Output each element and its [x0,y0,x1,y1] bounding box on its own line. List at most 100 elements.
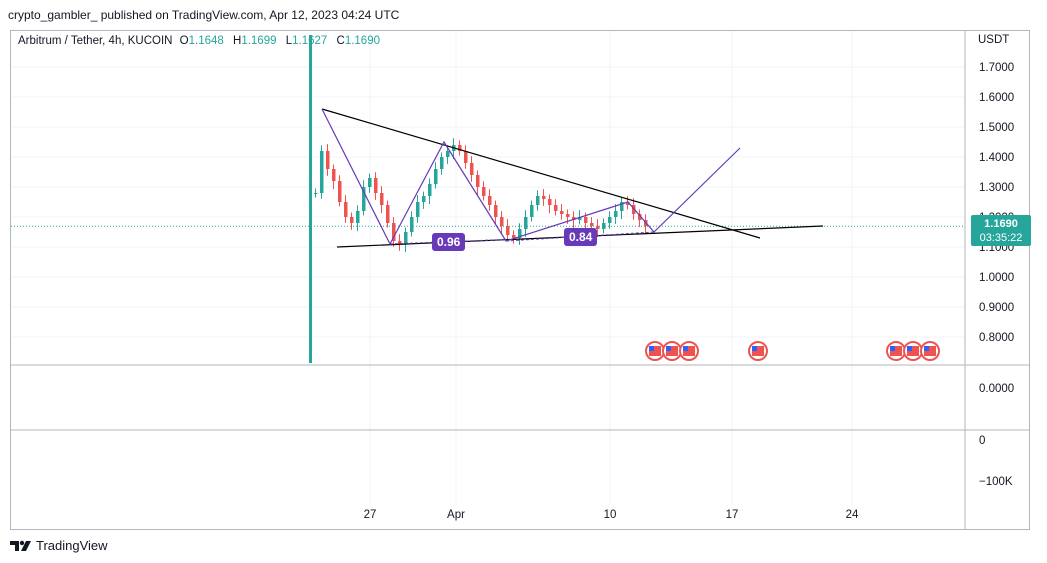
candle-body [332,169,336,181]
candle-body [476,175,480,187]
candle-body [584,217,588,223]
candle-body [356,211,360,223]
time-tick-label: 24 [846,509,859,521]
bar-countdown: 03:35:22 [979,232,1023,244]
price-tick-label: 0.8000 [979,332,1014,344]
candle-body [428,184,432,196]
ohlc-open: O1.1648 [179,35,224,47]
candle-body [350,217,354,223]
candle-body [620,202,624,211]
price-tick-label: 1.4000 [979,152,1014,164]
candle-body [320,151,324,193]
ohlc-high: H1.1699 [233,35,277,47]
candle-body [440,157,444,169]
candle-body [422,196,426,202]
candle-body [608,217,612,223]
candle-body [380,193,384,205]
us-flag-canton [890,346,895,351]
candle-body [368,178,372,187]
candle-body [626,202,630,205]
chart-frame [10,30,1030,530]
candle-body [494,205,498,217]
us-flag-canton [924,346,929,351]
candle-body [470,163,474,175]
indicator-tick-label: 0 [979,435,985,447]
upper-trendline [321,108,761,239]
candle-body [572,217,576,220]
indicator-tick-label: 0.0000 [979,383,1014,395]
candle-body [554,205,558,211]
candle-body [398,241,402,244]
time-tick-label: Apr [447,509,465,521]
symbol-title: Arbitrum / Tether, 4h, KUCOIN [18,35,173,47]
price-tick-label: 1.6000 [979,92,1014,104]
candle-body [500,217,504,226]
price-axis-currency: USDT [978,34,1010,46]
ohlc-close: C1.1690 [336,35,381,47]
footer-brand-label: TradingView [36,538,108,553]
candle-body [512,235,516,238]
candle-body [362,187,366,211]
candle-body [446,151,450,157]
us-flag-stripes [752,346,764,356]
candle-body [590,223,594,226]
pattern-path [321,108,741,246]
candle-body [404,232,408,244]
footer-brand[interactable]: TradingView [10,538,108,553]
candle-body [392,223,396,241]
candle-body [458,145,462,151]
candle-body [464,151,468,163]
candle-body [482,187,486,196]
time-tick-label: 10 [604,509,617,521]
ohlc-low: L1.1627 [285,35,328,47]
candle-body [614,211,618,217]
candle-body [530,205,534,217]
price-tick-label: 1.0000 [979,272,1014,284]
symbol-legend: Arbitrum / Tether, 4h, KUCOIN O1.1648 H1… [18,35,386,47]
candle-body [524,217,528,229]
us-flag-canton [683,346,688,351]
price-tick-label: 1.5000 [979,122,1014,134]
candle-body [434,169,438,184]
candle-body [638,214,642,220]
candle-body [374,178,378,193]
us-flag-canton [752,346,757,351]
tradingview-logo-icon [10,540,31,551]
candle-body [560,211,564,214]
callout-ratio-a[interactable]: 0.96 [432,233,466,251]
us-flag-stripes [924,346,936,356]
indicator-tick-label: −100K [979,476,1013,488]
callout-ratio-b[interactable]: 0.84 [564,228,598,246]
us-flag-stripes [649,346,661,356]
candle-body [566,214,570,217]
listing-spike-candle [309,35,312,363]
candle-body [602,223,606,229]
candle-body [488,196,492,205]
last-price-value: 1.1690 [984,218,1018,230]
price-tick-label: 1.3000 [979,182,1014,194]
candle-body [314,193,318,194]
us-flag-stripes [683,346,695,356]
time-tick-label: 27 [364,509,377,521]
candle-body [596,226,600,229]
price-tick-label: 0.9000 [979,302,1014,314]
candle-body [338,181,342,202]
candle-body [536,196,540,205]
candle-body [548,199,552,205]
us-flag-canton [666,346,671,351]
us-flag-canton [907,346,912,351]
candle-body [542,196,546,199]
time-tick-label: 17 [726,509,739,521]
candle-body [578,217,582,220]
candle-body [410,217,414,232]
price-tick-label: 1.7000 [979,62,1014,74]
publish-attribution: crypto_gambler_ published on TradingView… [8,8,400,22]
us-flag-stripes [666,346,678,356]
candle-body [344,202,348,217]
us-flag-canton [649,346,654,351]
us-flag-stripes [907,346,919,356]
candle-body [386,205,390,223]
candle-body [506,226,510,235]
candle-body [326,151,330,169]
